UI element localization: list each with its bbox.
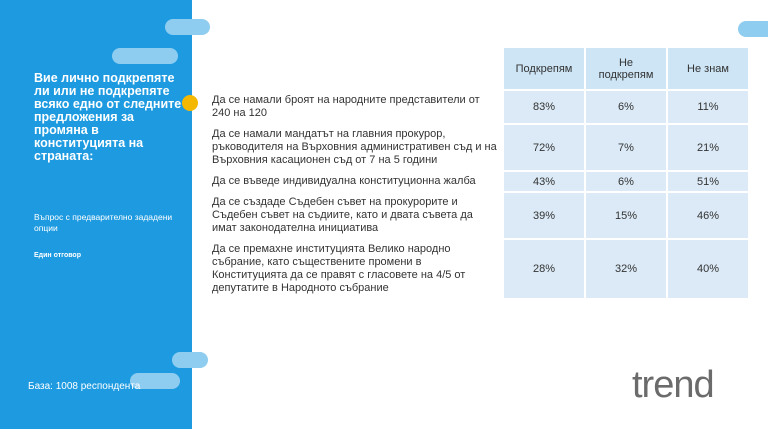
proposal: Да се премахне институцията Велико народ…: [212, 243, 466, 294]
percentage: 72%: [504, 125, 584, 170]
column-header: Не знам: [668, 48, 748, 89]
percentage: 11%: [668, 91, 748, 123]
percentage: 6%: [586, 91, 666, 123]
proposal: Да се намали броят на народните представ…: [212, 94, 480, 119]
side-panel: [0, 0, 192, 429]
column-header: Не подкрепям: [586, 48, 666, 89]
answer-mode: Един отговор: [34, 252, 81, 259]
percentage: 46%: [668, 193, 748, 238]
decoration: [112, 48, 178, 64]
table-row: Да се премахне институцията Велико народ…: [207, 240, 748, 298]
logo: trend: [632, 364, 715, 406]
decoration: [130, 373, 180, 389]
percentage: 15%: [586, 193, 666, 238]
proposal: Да се създаде Съдебен съвет на прокурори…: [212, 196, 473, 234]
question: Вие лично подкрепяте ли или не подкрепят…: [34, 71, 182, 163]
percentage: 28%: [504, 240, 584, 298]
proposal: Да се намали мандатът на главния прокуро…: [212, 128, 497, 166]
percentage: 39%: [504, 193, 584, 238]
decoration: [172, 352, 208, 368]
percentage: 43%: [504, 172, 584, 191]
table-row: Да се намали броят на народните представ…: [207, 91, 748, 123]
decoration: [738, 21, 768, 37]
percentage: 32%: [586, 240, 666, 298]
percentage: 83%: [504, 91, 584, 123]
decoration: [165, 19, 210, 35]
percentage: 6%: [586, 172, 666, 191]
percentage: 7%: [586, 125, 666, 170]
table-row: Да се въведе индивидуална конституционна…: [207, 172, 748, 191]
base: База: 1008 респондента: [28, 381, 141, 392]
table-body: Да се намали броят на народните представ…: [207, 91, 748, 298]
blank: [207, 48, 502, 89]
results-table: Подкрепям Не подкрепям Не знам Да се намал…: [205, 46, 750, 300]
bullet: [182, 95, 198, 111]
table-row: Да се създаде Съдебен съвет на прокурори…: [207, 193, 748, 238]
percentage: 21%: [668, 125, 748, 170]
percentage: 51%: [668, 172, 748, 191]
table-row: Да се намали мандатът на главния прокуро…: [207, 125, 748, 170]
header-row: Подкрепям Не подкрепям Не знам: [207, 48, 748, 89]
question-type: Въпрос с предварително зададени опции: [34, 212, 173, 233]
column-header: Подкрепям: [504, 48, 584, 89]
proposal: Да се въведе индивидуална конституционна…: [212, 175, 476, 187]
percentage: 40%: [668, 240, 748, 298]
